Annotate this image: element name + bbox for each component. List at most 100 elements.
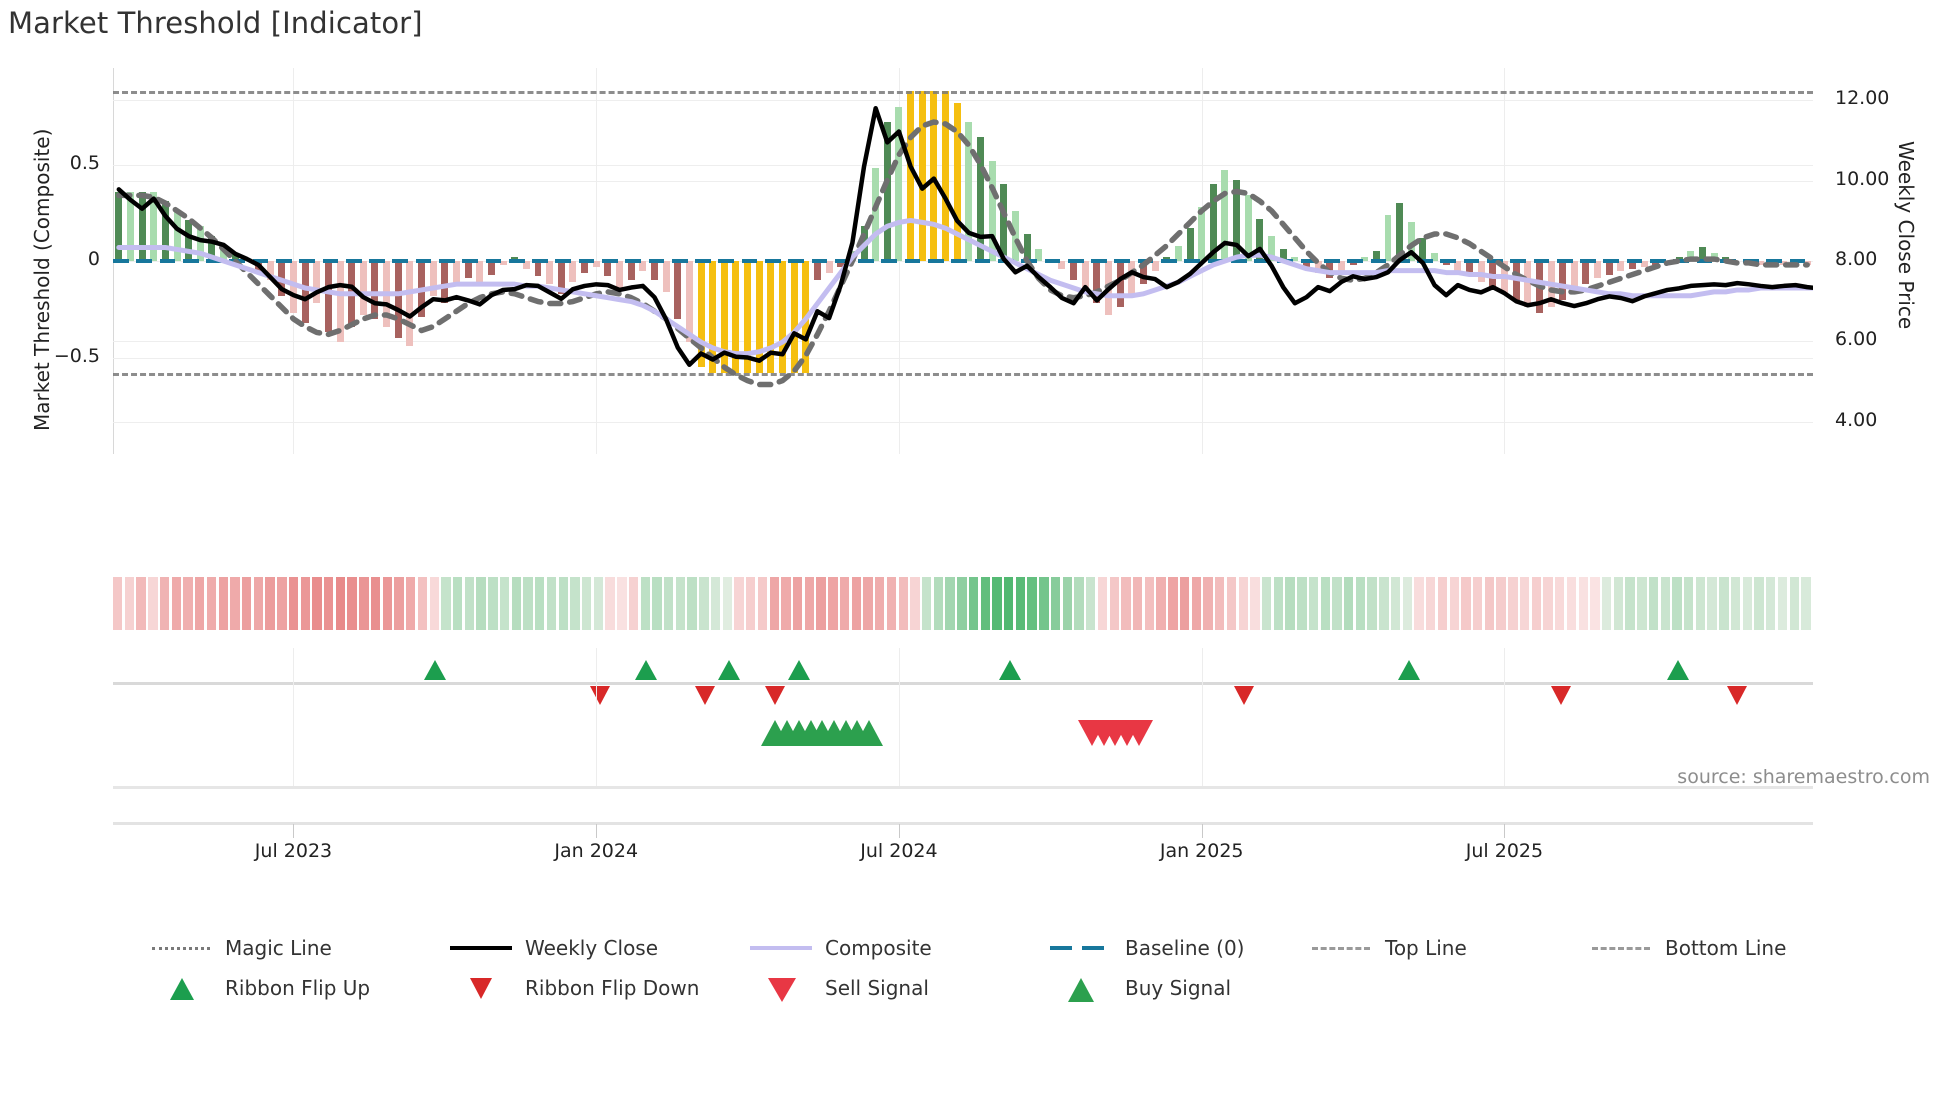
threshold-bar <box>266 261 274 281</box>
baseline-segment <box>1673 259 1689 263</box>
threshold-bar <box>1174 245 1182 261</box>
ribbon-cell <box>980 577 990 630</box>
threshold-bar <box>1384 214 1392 261</box>
legend-item-composite[interactable]: Composite <box>750 928 932 968</box>
ribbon-cell <box>945 577 955 630</box>
ribbon-cell <box>429 577 439 630</box>
baseline-segment <box>904 259 921 263</box>
ribbon-flip-down-marker <box>589 686 610 705</box>
baseline-segment <box>532 259 548 263</box>
triangle-down-big-icon <box>750 978 812 1002</box>
ribbon-cell <box>675 577 686 630</box>
x-axis-rule <box>113 822 1813 825</box>
ribbon-cell <box>581 577 592 630</box>
threshold-bar <box>336 261 344 343</box>
baseline-segment <box>1417 259 1433 263</box>
ribbon-cell <box>288 577 299 630</box>
ribbon-cell <box>1766 577 1776 630</box>
ribbon-cell <box>1062 577 1073 630</box>
ribbon-cell <box>828 577 838 630</box>
threshold-bar <box>406 261 414 346</box>
ribbon-cell <box>253 577 264 630</box>
x-tick-label: Jul 2023 <box>254 840 333 862</box>
legend-item-magic-line[interactable]: Magic Line <box>150 928 332 968</box>
threshold-bar <box>173 210 181 261</box>
ribbon-cell <box>1390 577 1401 630</box>
ribbon-cell <box>1496 577 1506 630</box>
threshold-bar <box>744 261 752 373</box>
ribbon-cell <box>1543 577 1553 630</box>
baseline-segment <box>718 259 735 263</box>
ribbon-cell <box>1179 577 1190 630</box>
ribbon-cell <box>886 577 897 630</box>
baseline-segment <box>928 259 944 263</box>
legend-item-top-line[interactable]: Top Line <box>1310 928 1467 968</box>
ribbon-cell <box>300 577 310 630</box>
magic-line-series <box>116 119 1810 388</box>
threshold-bar <box>767 261 775 373</box>
ribbon-cell <box>1531 577 1541 630</box>
ribbon-cell <box>1519 577 1530 630</box>
right-axis-title: Weekly Close Price <box>1894 141 1918 330</box>
threshold-bar <box>895 106 903 261</box>
ribbon-cell <box>1109 577 1119 630</box>
ribbon-cell <box>863 577 873 630</box>
threshold-bar <box>1594 261 1602 279</box>
baseline-segment <box>1603 259 1620 263</box>
ribbon-cell <box>1238 577 1248 630</box>
legend-item-buy-signal[interactable]: Buy Signal <box>1050 968 1231 1008</box>
legend-item-baseline-0[interactable]: Baseline (0) <box>1050 928 1244 968</box>
ribbon-cell <box>1015 577 1026 630</box>
signal-vgridline-2 <box>898 712 900 786</box>
signal-vgridline-3 <box>1201 712 1203 786</box>
composite-line-series <box>116 217 1813 357</box>
ribbon-cell <box>1285 577 1295 630</box>
threshold-bar <box>1081 261 1089 292</box>
legend-item-sell-signal[interactable]: Sell Signal <box>750 968 929 1008</box>
legend-label: Bottom Line <box>1665 936 1787 960</box>
baseline-segment <box>182 259 199 263</box>
legend-label: Ribbon Flip Down <box>525 976 700 1000</box>
baseline-segment <box>1067 259 1084 263</box>
ribbon-cell <box>277 577 287 630</box>
ribbon-cell <box>746 577 756 630</box>
ribbon-cell <box>359 577 369 630</box>
ribbon-cell <box>1601 577 1612 630</box>
ribbon-cell <box>734 577 744 630</box>
baseline-segment <box>951 259 968 263</box>
ribbon-cell <box>1719 577 1729 630</box>
ribbon-cell <box>1215 577 1225 630</box>
legend-item-weekly-close[interactable]: Weekly Close <box>450 928 658 968</box>
legend-item-bottom-line[interactable]: Bottom Line <box>1590 928 1786 968</box>
ribbon-cell <box>1261 577 1272 630</box>
baseline-segment <box>695 259 711 263</box>
baseline-segment <box>858 259 874 263</box>
ribbon-cell <box>1226 577 1237 630</box>
ribbon-cell <box>699 577 709 630</box>
right-tick-label: 4.00 <box>1835 408 1878 431</box>
ribbon-cell <box>1555 577 1565 630</box>
flip-vgridline-3 <box>1201 648 1203 716</box>
legend-label: Sell Signal <box>825 976 929 1000</box>
ribbon-cell <box>1648 577 1659 630</box>
legend-item-ribbon-flip-up[interactable]: Ribbon Flip Up <box>150 968 370 1008</box>
ribbon-cell <box>241 577 252 630</box>
baseline-segment <box>345 259 362 263</box>
ribbon-cell <box>406 577 416 630</box>
ribbon-cell <box>1074 577 1084 630</box>
threshold-bar <box>1337 261 1345 273</box>
ribbon-cell <box>1203 577 1213 630</box>
ribbon-cell <box>370 577 381 630</box>
solid-line-icon <box>750 938 812 958</box>
threshold-bar <box>371 261 379 319</box>
ribbon-cell <box>159 577 170 630</box>
threshold-bar <box>441 261 449 304</box>
ribbon-cell <box>476 577 486 630</box>
x-tick-label: Jul 2024 <box>860 840 938 862</box>
baseline-segment <box>881 259 898 263</box>
threshold-bar <box>1233 179 1241 261</box>
ribbon-cell <box>1801 577 1811 630</box>
ribbon-cell <box>417 577 428 630</box>
legend-item-ribbon-flip-down[interactable]: Ribbon Flip Down <box>450 968 699 1008</box>
right-tick-label: 8.00 <box>1835 248 1878 270</box>
